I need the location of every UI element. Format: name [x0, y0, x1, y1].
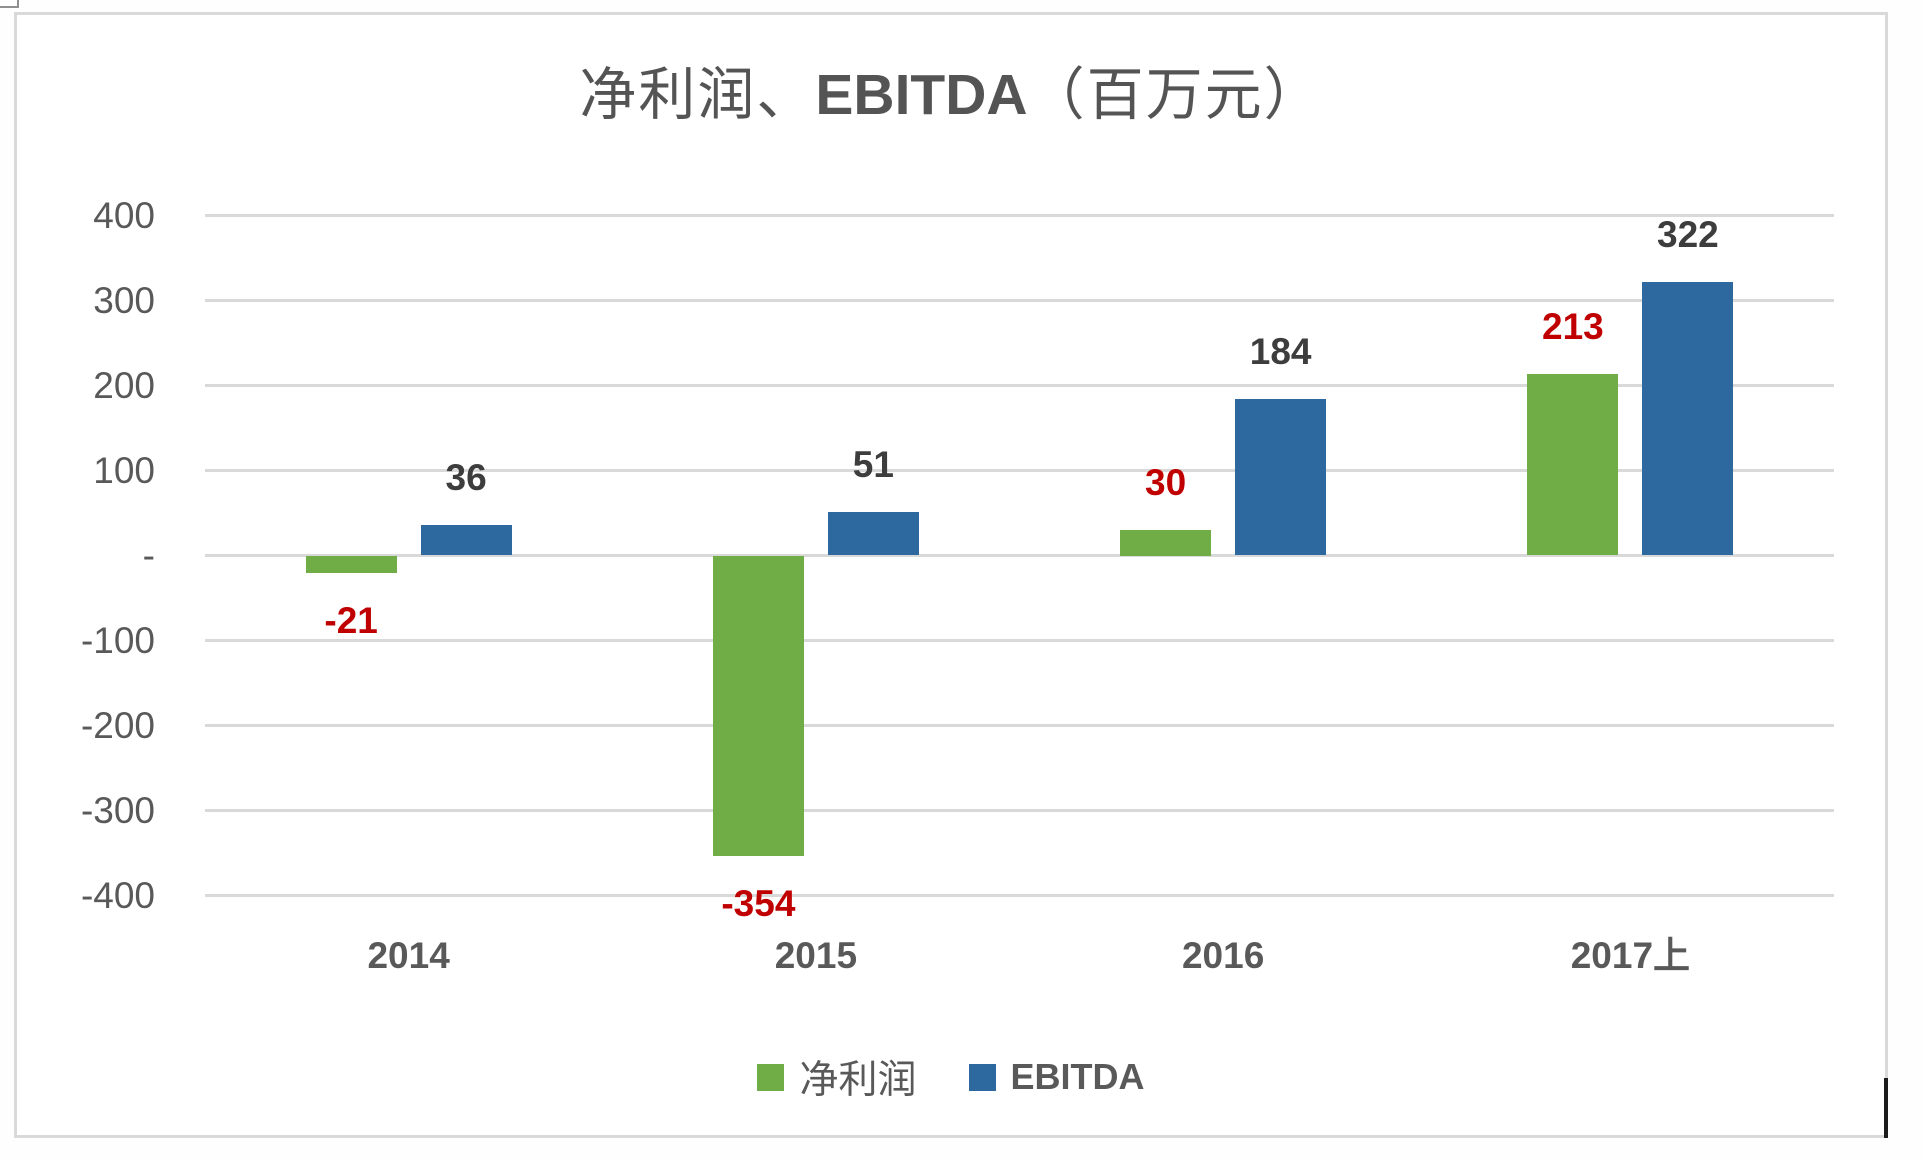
gridline--300	[205, 809, 1834, 812]
y-axis-tick-label: -300	[80, 789, 155, 831]
legend-item-net-profit: 净利润	[757, 1049, 917, 1105]
gridline--400	[205, 894, 1834, 897]
data-label-净利润-2015: -354	[721, 883, 796, 925]
y-axis-tick-label: 300	[93, 279, 155, 321]
chart-title-prefix: 净利润、	[579, 64, 816, 127]
chart-title: 净利润、EBITDA（百万元）	[17, 49, 1885, 131]
y-axis-tick-label: 400	[93, 194, 155, 236]
data-label-净利润-2016: 30	[1145, 462, 1187, 503]
legend-label-net-profit: 净利润	[799, 1059, 917, 1102]
x-axis-label-2017上: 2017上	[1570, 935, 1691, 976]
bar-EBITDA-2014	[420, 524, 512, 556]
chart-title-suffix: （百万元）	[1027, 64, 1323, 127]
bar-净利润-2017上	[1527, 374, 1619, 556]
bar-EBITDA-2015	[827, 512, 919, 556]
data-label-EBITDA-2015: 51	[852, 444, 894, 486]
gridline-300	[205, 299, 1834, 302]
legend-label-ebitda: EBITDA	[1010, 1056, 1145, 1097]
legend-swatch-ebitda	[968, 1063, 996, 1091]
data-label-EBITDA-2014: 36	[445, 456, 487, 498]
y-axis-tick-label: -400	[80, 874, 155, 916]
y-axis-tick-label: -100	[80, 619, 155, 661]
gridline--200	[205, 724, 1834, 727]
y-axis-tick-label: -	[142, 534, 155, 576]
data-label-净利润-2017上: 213	[1542, 306, 1604, 348]
legend-swatch-net-profit	[757, 1063, 785, 1091]
x-axis-label-2016: 2016	[1181, 935, 1265, 976]
y-axis-tick-label: 200	[93, 364, 155, 406]
chart-title-latin: EBITDA	[815, 63, 1028, 127]
data-label-EBITDA-2016: 184	[1249, 331, 1312, 373]
cutoff-rectangle	[0, 0, 19, 8]
gridline-0	[205, 554, 1834, 557]
data-label-EBITDA-2017上: 322	[1657, 213, 1719, 255]
gridline-200	[205, 384, 1834, 387]
bar-净利润-2015	[712, 555, 804, 857]
bar-EBITDA-2016	[1235, 399, 1327, 556]
gridline--100	[205, 639, 1834, 642]
y-axis-tick-label: 100	[93, 449, 155, 491]
legend: 净利润 EBITDA	[17, 1049, 1885, 1105]
bar-净利润-2016	[1120, 530, 1212, 556]
y-axis-tick-label: -200	[80, 704, 155, 746]
right-edge-mark	[1884, 1078, 1888, 1138]
bar-净利润-2014	[305, 555, 397, 574]
gridline-400	[205, 214, 1834, 217]
gridline-100	[205, 469, 1834, 472]
x-axis-label-2014: 2014	[367, 935, 450, 976]
data-label-净利润-2014: -21	[324, 600, 378, 642]
legend-item-ebitda: EBITDA	[968, 1056, 1145, 1098]
chart-container: 净利润、EBITDA（百万元） 400 300 200 100- -100 -200 -30…	[14, 12, 1888, 1138]
plot-area: 400 300 200 100 - -100 -200 -300 -400 -21 36 2014 -3…	[17, 15, 1885, 1135]
x-axis-label-2015: 2015	[774, 935, 858, 976]
bar-EBITDA-2017上	[1642, 281, 1734, 556]
